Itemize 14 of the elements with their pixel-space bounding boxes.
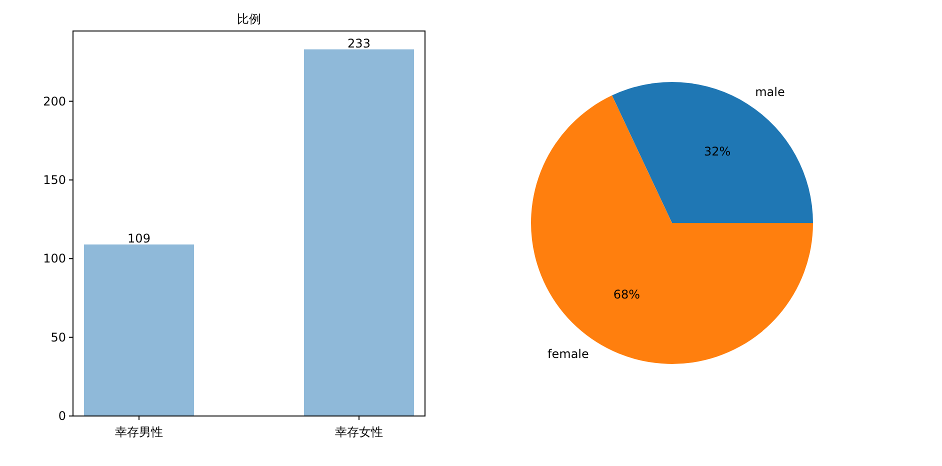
y-tick-label: 50 <box>50 330 66 344</box>
slice-label: female <box>548 346 589 361</box>
y-tick-label: 100 <box>43 252 66 266</box>
data-label: 68% <box>613 287 640 302</box>
data-label: 109 <box>128 231 150 246</box>
y-tick-label: 200 <box>43 94 66 108</box>
slice-label: male <box>755 85 785 100</box>
data-label: 32% <box>704 144 731 159</box>
y-tick-label: 150 <box>43 172 66 187</box>
chart-title: 比例 <box>237 12 261 26</box>
y-tick-label: 0 <box>58 409 66 423</box>
data-label: 233 <box>348 36 370 50</box>
x-tick-label: 幸存女性 <box>335 425 383 439</box>
x-tick-label: 幸存男性 <box>115 425 163 439</box>
